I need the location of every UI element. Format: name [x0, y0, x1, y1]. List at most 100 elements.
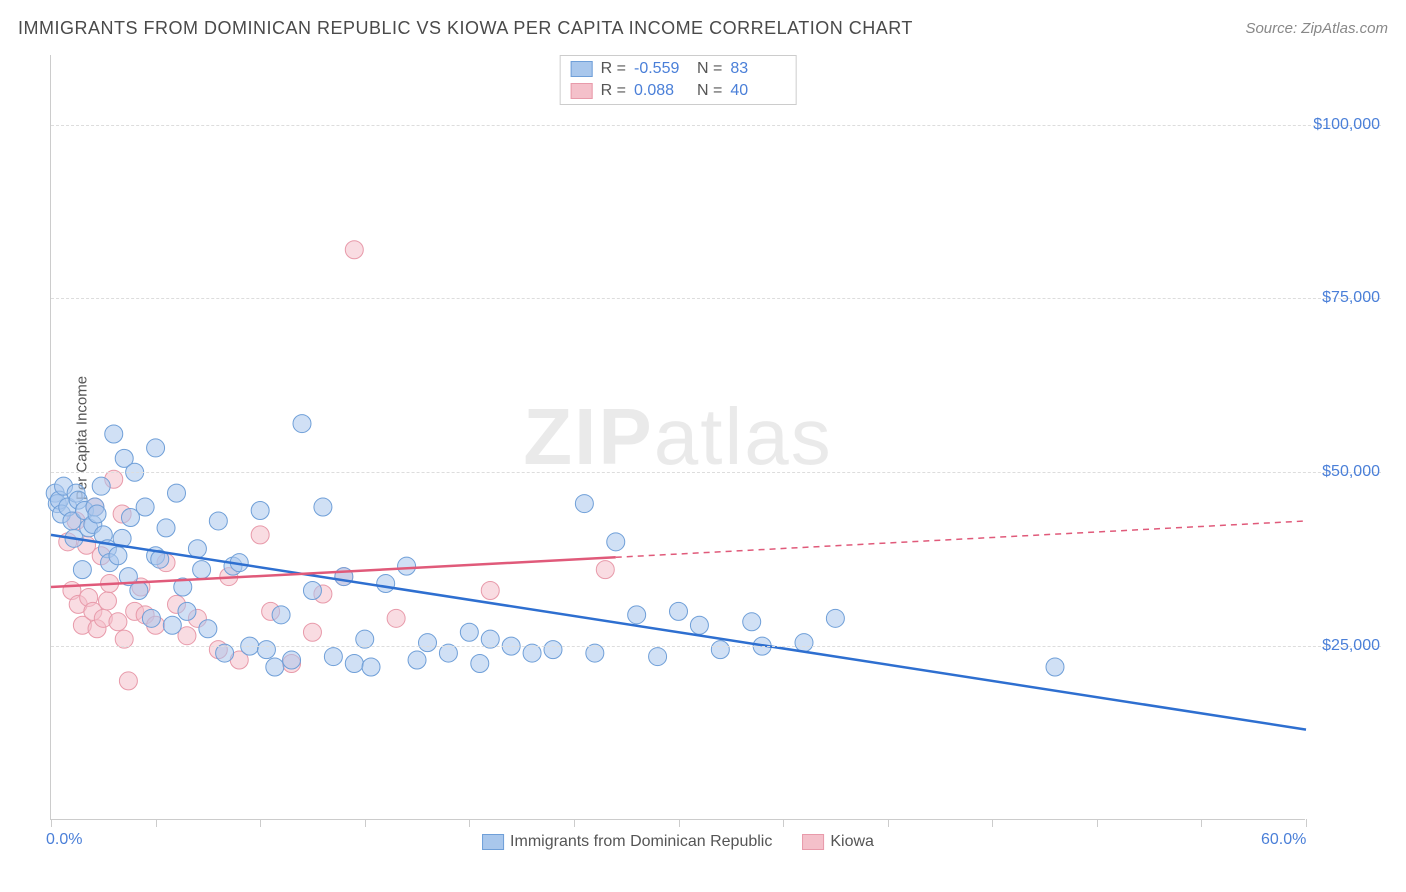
data-point [670, 602, 688, 620]
xtick [365, 819, 366, 827]
data-point [109, 547, 127, 565]
data-point [345, 655, 363, 673]
plot-svg [51, 55, 1306, 820]
n-value-1: 83 [730, 60, 785, 78]
xtick [679, 819, 680, 827]
trend-line [51, 535, 1306, 730]
data-point [92, 477, 110, 495]
gridline [51, 472, 1381, 473]
r-value-1: -0.559 [634, 60, 689, 78]
data-point [628, 606, 646, 624]
data-point [544, 641, 562, 659]
data-point [711, 641, 729, 659]
data-point [251, 502, 269, 520]
r-label-2: R = [601, 82, 626, 100]
chart-source: Source: ZipAtlas.com [1245, 20, 1388, 37]
gridline [51, 125, 1381, 126]
data-point [314, 498, 332, 516]
data-point [419, 634, 437, 652]
data-point [398, 557, 416, 575]
data-point [168, 484, 186, 502]
chart-title: IMMIGRANTS FROM DOMINICAN REPUBLIC VS KI… [18, 18, 913, 39]
xtick-label-min: 0.0% [46, 831, 82, 849]
data-point [795, 634, 813, 652]
data-point [98, 592, 116, 610]
r-value-2: 0.088 [634, 82, 689, 100]
data-point [324, 648, 342, 666]
n-value-2: 40 [730, 82, 785, 100]
xtick-label-max: 60.0% [1261, 831, 1306, 849]
data-point [387, 609, 405, 627]
ytick-label: $25,000 [1322, 637, 1380, 655]
data-point [251, 526, 269, 544]
data-point [209, 512, 227, 530]
data-point [88, 505, 106, 523]
data-point [266, 658, 284, 676]
gridline [51, 646, 1381, 647]
xtick [1306, 819, 1307, 827]
data-point [163, 616, 181, 634]
data-point [481, 582, 499, 600]
data-point [460, 623, 478, 641]
xtick [783, 819, 784, 827]
data-point [471, 655, 489, 673]
gridline [51, 298, 1381, 299]
n-label-2: N = [697, 82, 722, 100]
data-point [119, 672, 137, 690]
xtick [1097, 819, 1098, 827]
data-point [408, 651, 426, 669]
series-legend: Immigrants from Dominican Republic Kiowa [482, 833, 874, 851]
data-point [199, 620, 217, 638]
xtick [992, 819, 993, 827]
data-point [142, 609, 160, 627]
n-label: N = [697, 60, 722, 78]
data-point [136, 498, 154, 516]
data-point [826, 609, 844, 627]
legend-label-2: Kiowa [830, 833, 874, 851]
legend-swatch-1 [482, 834, 504, 850]
stats-legend: R = -0.559 N = 83 R = 0.088 N = 40 [560, 55, 797, 105]
data-point [345, 241, 363, 259]
data-point [178, 602, 196, 620]
stats-row-2: R = 0.088 N = 40 [571, 80, 786, 102]
data-point [293, 415, 311, 433]
data-point [130, 582, 148, 600]
data-point [649, 648, 667, 666]
legend-item-2: Kiowa [802, 833, 874, 851]
data-point [596, 561, 614, 579]
data-point [188, 540, 206, 558]
data-point [109, 613, 127, 631]
data-point [193, 561, 211, 579]
data-point [105, 425, 123, 443]
data-point [147, 439, 165, 457]
legend-item-1: Immigrants from Dominican Republic [482, 833, 772, 851]
swatch-blue [571, 61, 593, 77]
data-point [157, 519, 175, 537]
xtick [51, 819, 52, 827]
data-point [1046, 658, 1064, 676]
data-point [743, 613, 761, 631]
ytick-label: $100,000 [1313, 116, 1380, 134]
data-point [303, 582, 321, 600]
data-point [73, 561, 91, 579]
plot-container: Per Capita Income ZIPatlas R = -0.559 N … [50, 55, 1380, 820]
stats-row-1: R = -0.559 N = 83 [571, 58, 786, 80]
data-point [283, 651, 301, 669]
data-point [690, 616, 708, 634]
data-point [362, 658, 380, 676]
legend-label-1: Immigrants from Dominican Republic [510, 833, 772, 851]
plot-area: ZIPatlas R = -0.559 N = 83 R = 0.088 N =… [50, 55, 1305, 820]
data-point [272, 606, 290, 624]
data-point [377, 575, 395, 593]
chart-header: IMMIGRANTS FROM DOMINICAN REPUBLIC VS KI… [0, 0, 1406, 49]
xtick [574, 819, 575, 827]
swatch-pink [571, 83, 593, 99]
legend-swatch-2 [802, 834, 824, 850]
data-point [257, 641, 275, 659]
xtick [260, 819, 261, 827]
ytick-label: $50,000 [1322, 463, 1380, 481]
data-point [303, 623, 321, 641]
xtick [156, 819, 157, 827]
trend-line-extrapolated [616, 521, 1306, 557]
xtick [888, 819, 889, 827]
